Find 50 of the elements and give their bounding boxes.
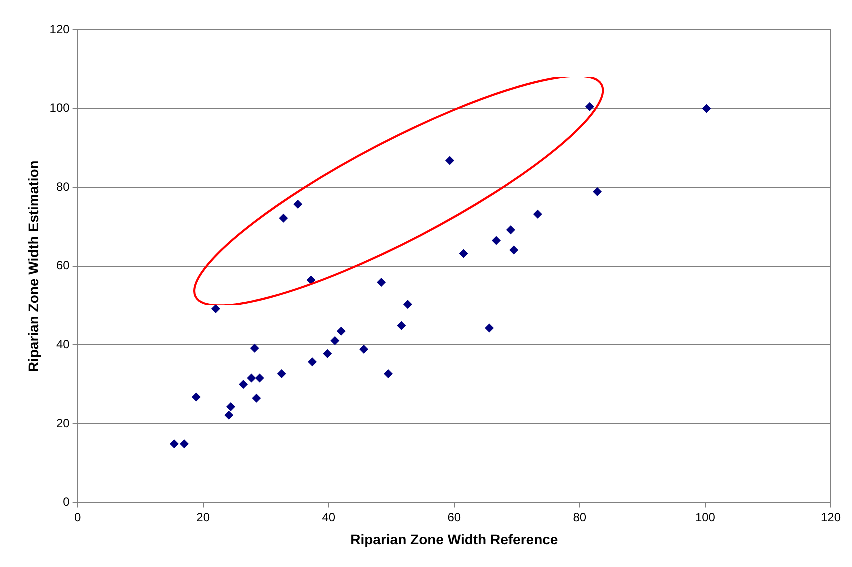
point bbox=[211, 304, 220, 314]
y-tick-label: 100 bbox=[50, 101, 70, 116]
x-tick-label: 60 bbox=[448, 510, 462, 524]
point bbox=[192, 392, 201, 402]
x-tick-label: 80 bbox=[573, 510, 587, 524]
point bbox=[492, 236, 501, 246]
point bbox=[446, 156, 455, 166]
point bbox=[323, 349, 332, 358]
point bbox=[279, 214, 288, 223]
point bbox=[459, 249, 468, 258]
point bbox=[360, 345, 369, 354]
point bbox=[593, 187, 602, 196]
y-axis-title: Riparian Zone Width Estimation bbox=[25, 160, 42, 372]
point bbox=[533, 210, 542, 219]
x-tick-label: 100 bbox=[695, 510, 716, 524]
y-tick-label: 60 bbox=[56, 258, 70, 273]
point bbox=[170, 440, 179, 449]
point bbox=[226, 402, 236, 412]
point bbox=[239, 380, 248, 390]
point bbox=[224, 410, 234, 420]
point bbox=[702, 104, 712, 114]
point bbox=[510, 246, 519, 255]
point bbox=[306, 276, 316, 285]
point bbox=[330, 336, 340, 346]
point bbox=[180, 440, 190, 449]
y-tick-label: 0 bbox=[63, 495, 70, 510]
point bbox=[585, 102, 594, 112]
point bbox=[252, 394, 262, 403]
x-axis-title: Riparian Zone Width Reference bbox=[350, 531, 558, 548]
point bbox=[485, 324, 494, 333]
point bbox=[277, 369, 286, 378]
point bbox=[308, 358, 318, 367]
y-tick-label: 80 bbox=[56, 180, 70, 194]
point bbox=[377, 278, 386, 288]
y-tick-label: 120 bbox=[50, 22, 70, 36]
point bbox=[294, 200, 303, 210]
point bbox=[250, 344, 260, 353]
point bbox=[336, 326, 346, 336]
point bbox=[384, 369, 394, 378]
y-tick-label: 40 bbox=[56, 338, 70, 352]
point bbox=[506, 226, 516, 235]
x-tick-label: 120 bbox=[820, 510, 842, 524]
point bbox=[397, 321, 406, 330]
y-tick-label: 20 bbox=[56, 416, 70, 430]
point bbox=[255, 374, 264, 383]
x-tick-label: 20 bbox=[196, 510, 210, 524]
point bbox=[247, 374, 256, 383]
x-tick-label: 40 bbox=[322, 510, 336, 524]
x-tick-label: 0 bbox=[74, 510, 82, 524]
point bbox=[403, 300, 412, 310]
